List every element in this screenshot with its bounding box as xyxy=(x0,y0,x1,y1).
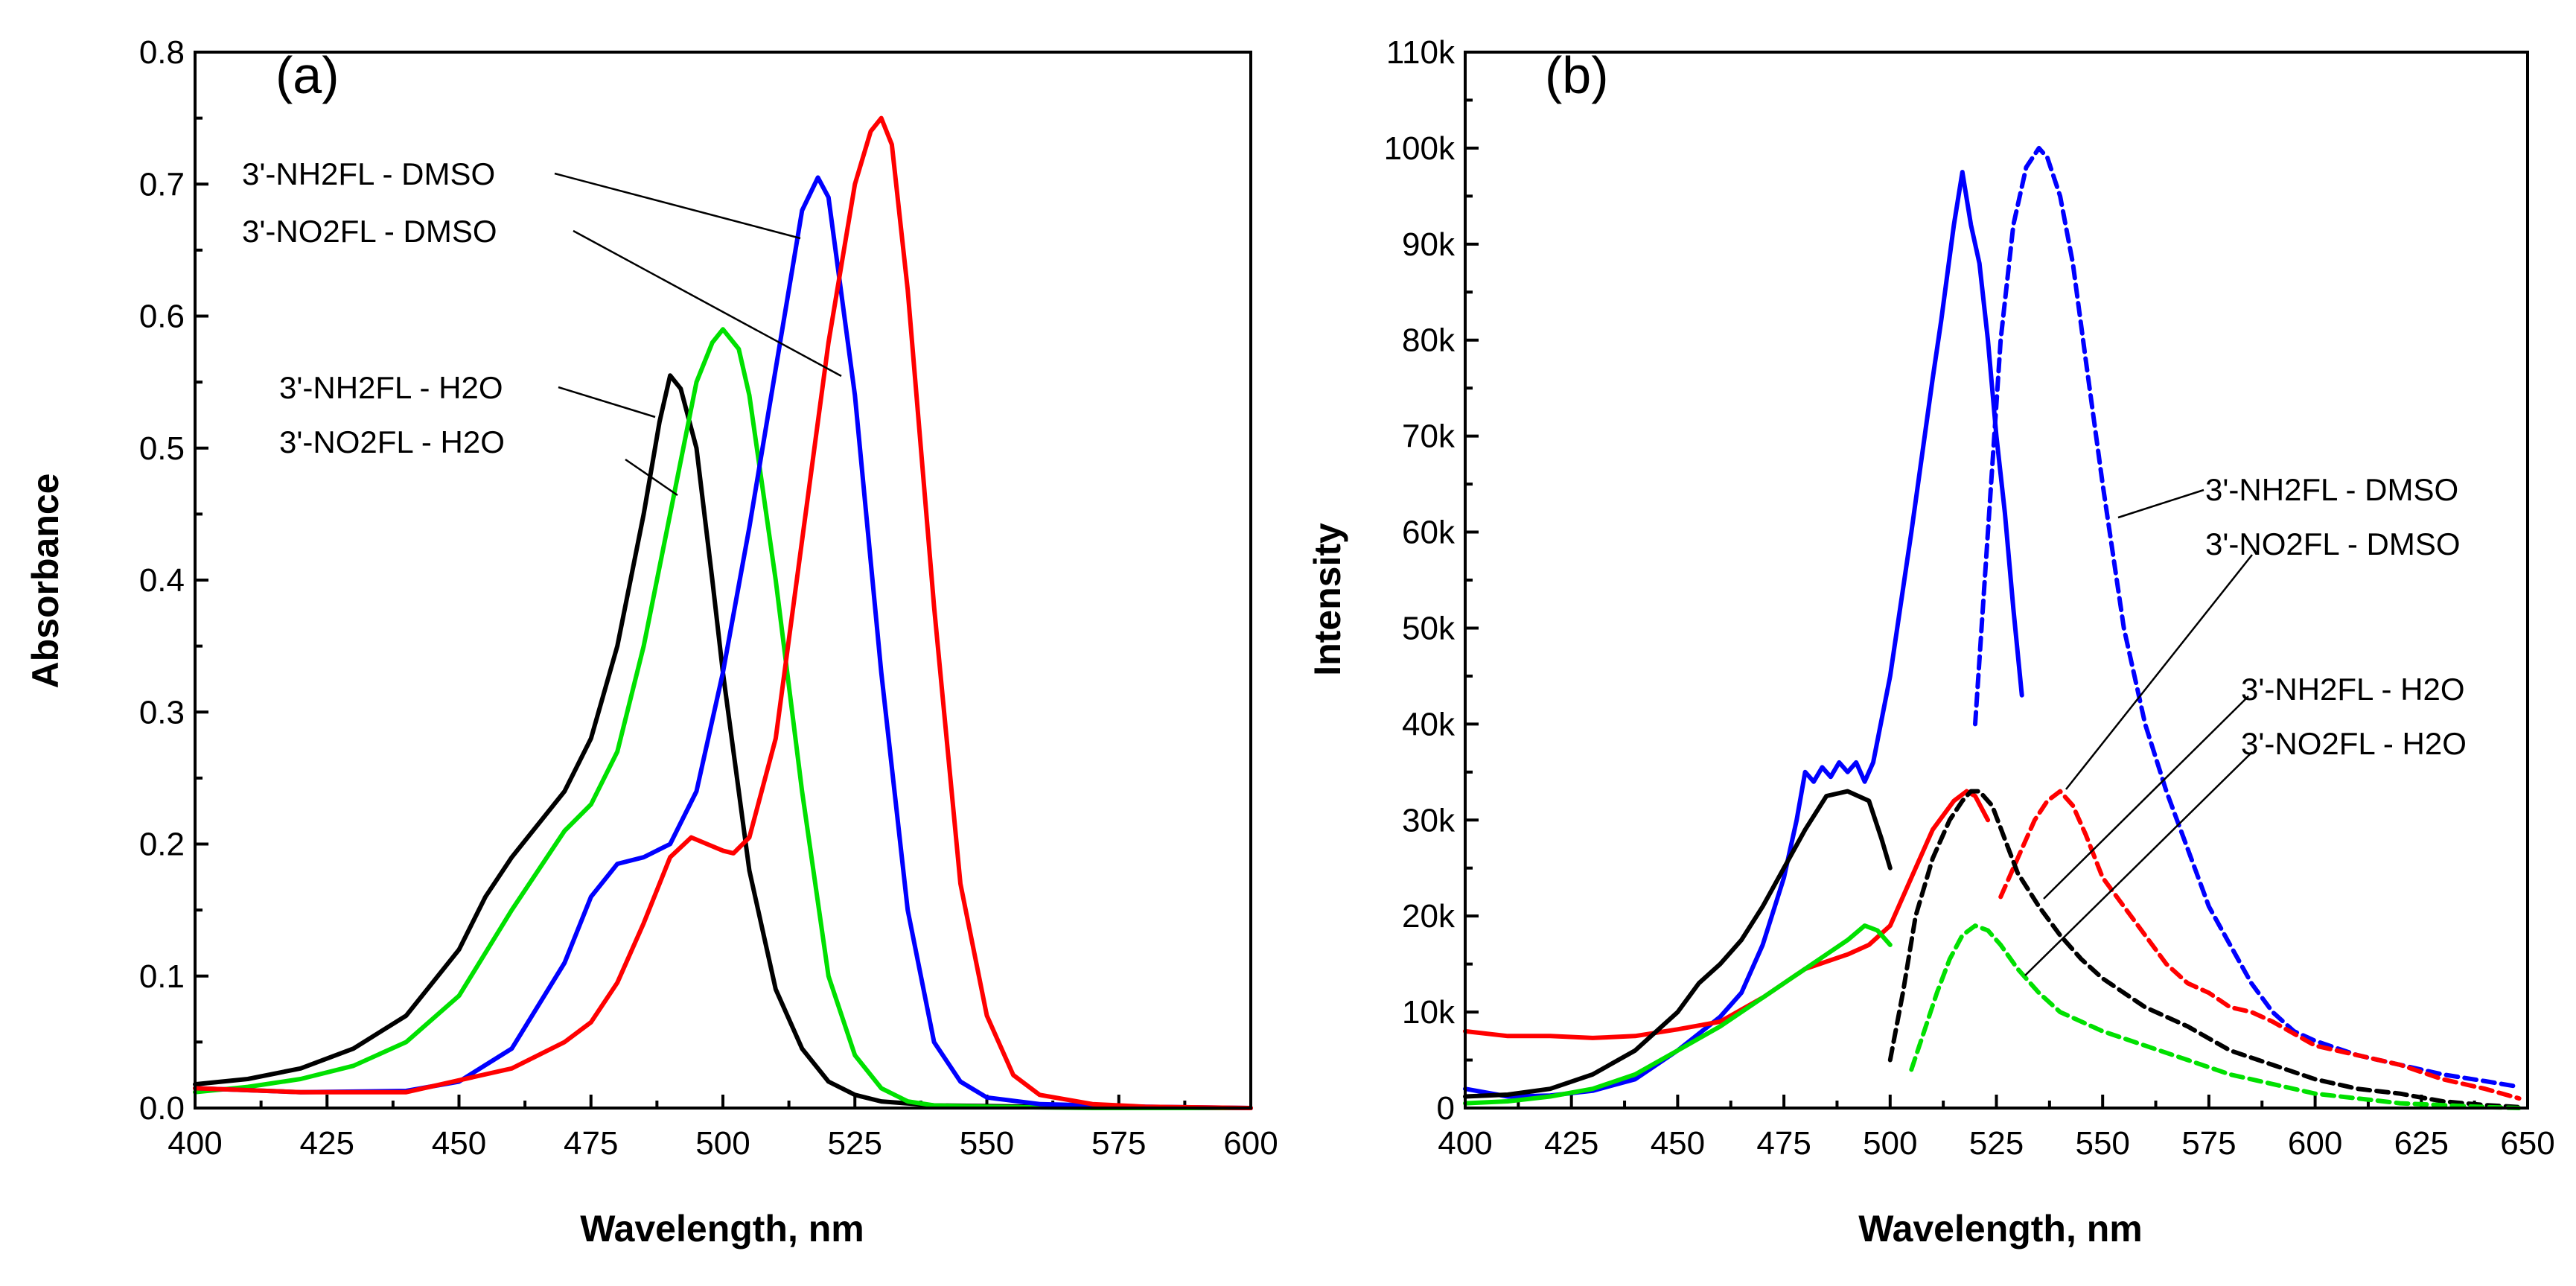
panel-a-x-tick-label: 575 xyxy=(1091,1125,1146,1162)
panel-b-y-tick-label: 100k xyxy=(1384,130,1456,167)
panel-b-frame xyxy=(1464,51,2529,1110)
panel-b-series xyxy=(1463,145,2522,1110)
panel-b-letter: (b) xyxy=(1545,46,1609,104)
panel-b-x-tick-label: 425 xyxy=(1544,1125,1598,1162)
panel-b-label-nh2fl-dmso: 3'-NH2FL - DMSO xyxy=(2205,472,2458,507)
panel-a-x-tick-label: 450 xyxy=(432,1125,486,1162)
panel-a-label-nh2fl-dmso: 3'-NH2FL - DMSO xyxy=(242,156,495,191)
panel-b: (b) 400 425 450 475 500 525 550 575 600 625 650 0 10… xyxy=(1307,34,2555,1250)
panel-b-annotations: 3'-NH2FL - DMSO 3'-NO2FL - DMSO 3'-NH2FL… xyxy=(2024,472,2467,976)
panel-a-x-tick-label: 500 xyxy=(695,1125,750,1162)
panel-a-y-tick-label: 0.0 xyxy=(139,1090,185,1127)
panel-b-series-3-nh2fl-dmso-emission xyxy=(1973,145,2522,1089)
panel-a-series-3-nh2fl-h2o xyxy=(193,373,1253,1110)
panel-b-x-tick-label: 625 xyxy=(2394,1125,2449,1162)
panel-a-label-nh2fl-h2o: 3'-NH2FL - H2O xyxy=(279,370,503,405)
panel-a-leader-nh2fl-dmso xyxy=(554,172,801,240)
panel-a-leader-no2fl-h2o xyxy=(625,458,678,497)
panel-a-y-tick-label: 0.5 xyxy=(139,430,185,467)
panel-b-series-3-nh2fl-h2o-excitation xyxy=(1463,789,1893,1099)
panel-a-ticks: 400 425 450 475 500 525 550 575 600 0.0 0.1 0.2 0.3 0… xyxy=(139,34,1278,1162)
panel-b-plot-frame xyxy=(1464,51,2529,1110)
panel-a-series-3-no2fl-h2o xyxy=(193,327,1253,1110)
panel-a-plot-frame xyxy=(194,51,1252,1110)
panel-a-letter: (a) xyxy=(275,46,339,104)
panel-a-series-3-no2fl-dmso xyxy=(193,115,1253,1110)
panel-a: (a) 400 425 450 475 500 525 550 575 600 0.0 0.1 0.2… xyxy=(25,34,1278,1250)
panel-b-series-3-no2fl-h2o-excitation xyxy=(1463,923,1893,1106)
panel-b-x-tick-label: 650 xyxy=(2500,1125,2554,1162)
panel-a-frame xyxy=(194,51,1252,1110)
panel-b-x-tick-label: 450 xyxy=(1651,1125,1705,1162)
panel-a-x-tick-label: 425 xyxy=(300,1125,354,1162)
panel-b-series-3-nh2fl-h2o-emission xyxy=(1887,789,2522,1110)
panel-b-y-tick-label: 10k xyxy=(1402,994,1456,1031)
panel-a-x-axis-title: Wavelength, nm xyxy=(580,1208,864,1250)
panel-a-y-tick-label: 0.6 xyxy=(139,299,185,335)
panel-b-y-axis-title: Intensity xyxy=(1307,523,1348,676)
panel-b-leader-nh2fl-dmso xyxy=(2117,488,2204,519)
panel-a-leader-nh2fl-h2o xyxy=(558,386,656,418)
panel-b-ticks: 400 425 450 475 500 525 550 575 600 625 650 0 10k 20k… xyxy=(1384,34,2555,1162)
panel-a-label-no2fl-dmso: 3'-NO2FL - DMSO xyxy=(242,214,497,249)
panel-a-y-tick-label: 0.4 xyxy=(139,562,185,599)
panel-a-label-no2fl-h2o: 3'-NO2FL - H2O xyxy=(279,424,505,459)
panel-b-y-tick-label: 30k xyxy=(1402,802,1456,838)
panel-b-x-tick-label: 475 xyxy=(1756,1125,1811,1162)
panel-b-x-axis-title: Wavelength, nm xyxy=(1858,1208,2143,1250)
panel-a-x-tick-label: 550 xyxy=(960,1125,1014,1162)
panel-b-label-no2fl-dmso: 3'-NO2FL - DMSO xyxy=(2205,526,2461,561)
panel-a-y-tick-label: 0.1 xyxy=(139,958,185,995)
panel-a-y-tick-label: 0.2 xyxy=(139,827,185,863)
panel-b-leader-nh2fl-h2o xyxy=(2043,695,2249,900)
panel-a-series xyxy=(193,115,1253,1110)
panel-b-x-tick-label: 400 xyxy=(1438,1125,1492,1162)
panel-b-y-tick-label: 90k xyxy=(1402,226,1456,263)
panel-b-leader-no2fl-h2o xyxy=(2024,751,2253,976)
panel-a-x-tick-label: 600 xyxy=(1223,1125,1278,1162)
panel-a-y-tick-label: 0.7 xyxy=(139,166,185,203)
panel-b-y-tick-label: 50k xyxy=(1402,610,1456,646)
panel-b-series-3-no2fl-dmso-excitation xyxy=(1463,789,1991,1040)
panel-b-y-tick-label: 70k xyxy=(1402,418,1456,455)
panel-b-y-tick-label: 80k xyxy=(1402,322,1456,359)
panel-a-annotations: 3'-NH2FL - DMSO 3'-NO2FL - DMSO 3'-NH2FL… xyxy=(242,156,842,497)
panel-a-y-tick-label: 0.3 xyxy=(139,694,185,730)
panel-b-y-tick-label: 60k xyxy=(1402,515,1456,551)
panel-b-label-no2fl-h2o: 3'-NO2FL - H2O xyxy=(2241,726,2467,761)
panel-a-x-tick-label: 475 xyxy=(564,1125,618,1162)
panel-a-x-tick-label: 400 xyxy=(168,1125,222,1162)
panel-b-y-tick-label: 40k xyxy=(1402,706,1456,742)
panel-a-y-axis-title: Absorbance xyxy=(25,474,66,689)
panel-b-series-3-no2fl-h2o-emission xyxy=(1909,923,2522,1110)
panel-b-y-tick-label: 20k xyxy=(1402,898,1456,935)
panel-b-label-nh2fl-h2o: 3'-NH2FL - H2O xyxy=(2241,672,2465,707)
panel-b-x-tick-label: 550 xyxy=(2075,1125,2129,1162)
panel-a-x-tick-label: 525 xyxy=(828,1125,882,1162)
panel-b-x-tick-label: 525 xyxy=(1969,1125,2024,1162)
panel-b-y-tick-label: 110k xyxy=(1386,34,1456,71)
panel-b-series-3-no2fl-dmso-emission xyxy=(1998,789,2522,1101)
panel-b-x-tick-label: 600 xyxy=(2288,1125,2342,1162)
panel-a-y-tick-label: 0.8 xyxy=(139,34,185,71)
panel-b-leader-no2fl-dmso xyxy=(2065,554,2253,790)
panel-b-series-3-nh2fl-dmso-excitation xyxy=(1463,170,2024,1099)
panel-b-x-tick-label: 500 xyxy=(1863,1125,1917,1162)
panel-a-series-3-nh2fl-dmso xyxy=(193,175,1253,1110)
panel-a-leader-no2fl-dmso xyxy=(573,229,842,378)
panel-b-x-tick-label: 575 xyxy=(2181,1125,2236,1162)
panel-b-y-tick-label: 0 xyxy=(1437,1090,1455,1127)
